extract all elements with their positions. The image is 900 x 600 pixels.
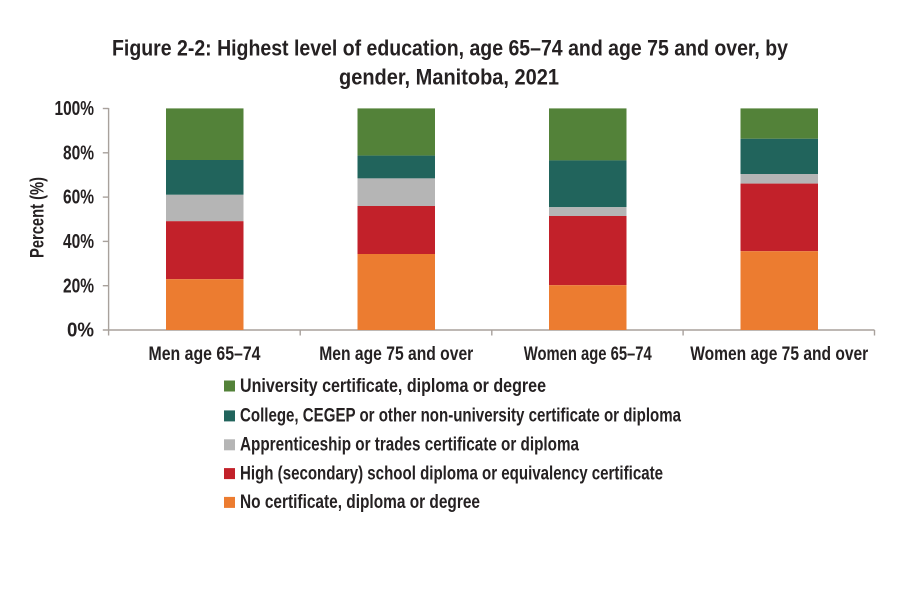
svg-text:Percent (%): Percent (%): [28, 177, 49, 258]
svg-text:College, CEGEP or other non-un: College, CEGEP or other non-university c…: [240, 406, 681, 427]
svg-text:40%: 40%: [63, 231, 94, 253]
svg-text:Men age 75 and over: Men age 75 and over: [319, 343, 473, 365]
svg-text:80%: 80%: [63, 142, 94, 164]
svg-text:Apprenticeship or trades certi: Apprenticeship or trades certificate or …: [240, 435, 579, 456]
svg-text:20%: 20%: [63, 275, 94, 297]
svg-text:60%: 60%: [63, 187, 94, 209]
svg-text:0%: 0%: [67, 320, 94, 342]
svg-text:University certificate, diplom: University certificate, diploma or degre…: [240, 376, 546, 397]
svg-text:Women age 65–74: Women age 65–74: [524, 343, 652, 365]
svg-text:Men age 65–74: Men age 65–74: [149, 343, 261, 365]
svg-text:Figure 2-2: Highest level of e: Figure 2-2: Highest level of education, …: [112, 36, 789, 61]
svg-text:High (secondary) school diplom: High (secondary) school diploma or equiv…: [240, 463, 663, 484]
svg-text:100%: 100%: [55, 98, 95, 120]
svg-text:Women age 75 and over: Women age 75 and over: [690, 343, 868, 365]
svg-text:gender, Manitoba, 2021: gender, Manitoba, 2021: [339, 65, 559, 90]
svg-text:No certificate, diploma or deg: No certificate, diploma or degree: [240, 492, 480, 513]
